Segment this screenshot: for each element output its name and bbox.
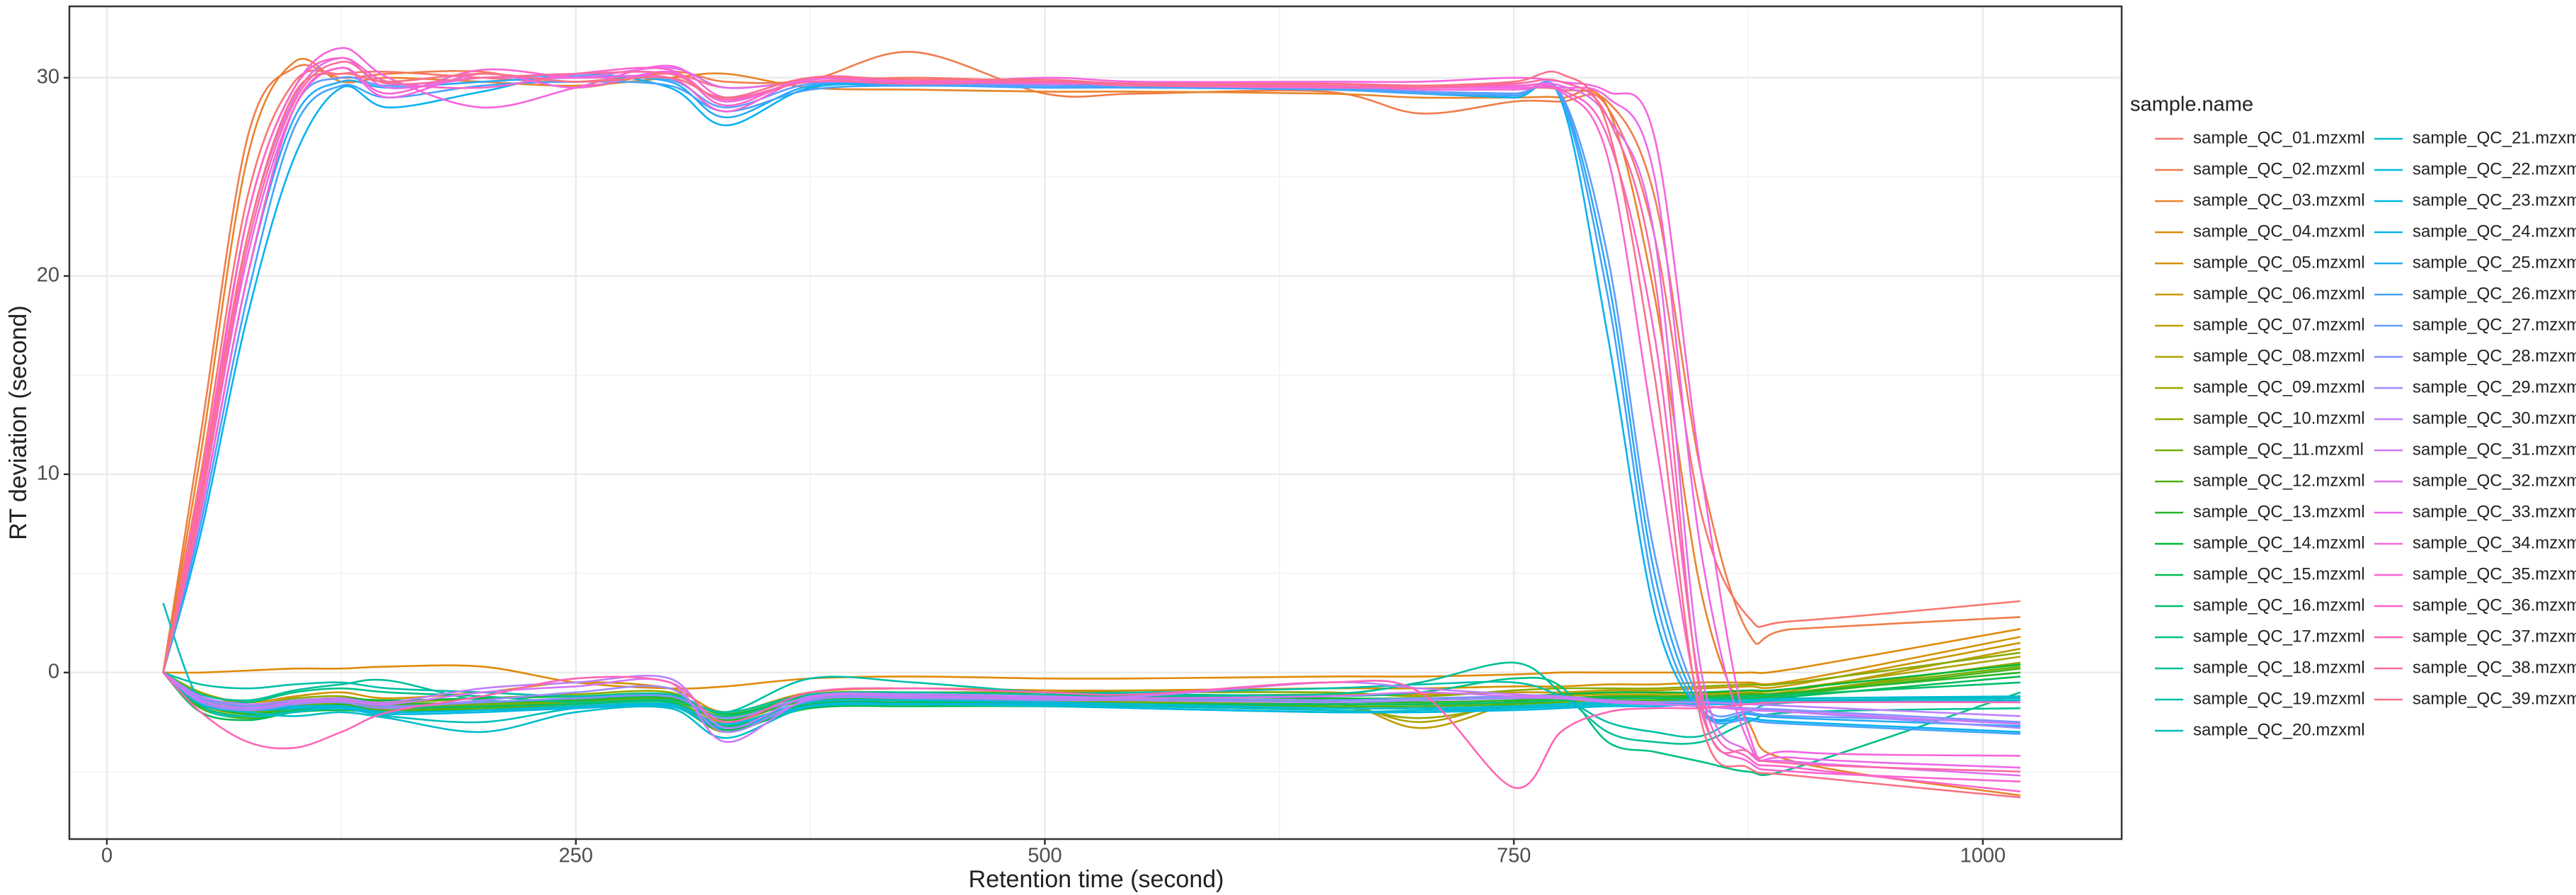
legend-label: sample_QC_13.mzxml	[2193, 502, 2365, 521]
legend-label: sample_QC_20.mzxml	[2193, 720, 2365, 739]
legend-title: sample.name	[2130, 93, 2253, 116]
series-line	[162, 47, 2020, 759]
series-line	[162, 671, 2020, 743]
series-line	[162, 50, 2020, 673]
series-line	[162, 67, 2020, 783]
legend-label: sample_QC_27.mzxml	[2413, 315, 2576, 334]
legend-label: sample_QC_17.mzxml	[2193, 627, 2365, 646]
legend-label: sample_QC_26.mzxml	[2413, 284, 2576, 303]
legend-label: sample_QC_05.mzxml	[2193, 253, 2365, 272]
x-axis-title: Retention time (second)	[969, 866, 1224, 893]
legend-label: sample_QC_22.mzxml	[2413, 159, 2576, 178]
legend-label: sample_QC_19.mzxml	[2193, 689, 2365, 708]
legend-label: sample_QC_11.mzxml	[2193, 440, 2364, 459]
series-line	[162, 636, 2021, 714]
legend-label: sample_QC_09.mzxml	[2193, 377, 2365, 397]
legend-label: sample_QC_21.mzxml	[2413, 128, 2576, 147]
series-line	[162, 671, 2020, 729]
legend-label: sample_QC_38.mzxml	[2413, 658, 2576, 677]
legend-label: sample_QC_15.mzxml	[2193, 564, 2365, 583]
axes: 0 250 500 750 1000 0 10 20 30	[37, 65, 2006, 867]
series-line	[162, 671, 2020, 789]
legend-label: sample_QC_35.mzxml	[2413, 564, 2576, 583]
legend-label: sample_QC_10.mzxml	[2193, 409, 2365, 428]
legend-label: sample_QC_02.mzxml	[2193, 159, 2365, 178]
legend-label: sample_QC_25.mzxml	[2413, 253, 2576, 272]
x-tick-label: 0	[101, 845, 113, 867]
x-tick-label: 500	[1028, 845, 1062, 867]
legend-label: sample_QC_29.mzxml	[2413, 377, 2576, 397]
series-line	[162, 70, 2021, 799]
y-tick-label: 0	[48, 660, 59, 683]
series-line	[162, 80, 2020, 735]
legend-label: sample_QC_04.mzxml	[2193, 222, 2365, 241]
legend-label: sample_QC_39.mzxml	[2413, 689, 2576, 708]
legend: sample.name sample_QC_01.mzxml sample_QC_…	[2130, 93, 2576, 740]
x-tick-label: 1000	[1960, 845, 2006, 867]
legend-label: sample_QC_23.mzxml	[2413, 190, 2576, 210]
y-tick-label: 10	[37, 462, 59, 484]
plot-border	[68, 5, 2123, 840]
legend-label: sample_QC_12.mzxml	[2193, 471, 2365, 490]
legend-label: sample_QC_14.mzxml	[2193, 533, 2365, 552]
legend-label: sample_QC_28.mzxml	[2413, 346, 2576, 365]
y-tick-label: 30	[37, 65, 59, 88]
legend-label: sample_QC_33.mzxml	[2413, 502, 2576, 521]
lines	[162, 47, 2021, 799]
x-tick-label: 750	[1497, 845, 1531, 867]
series-line	[162, 60, 2020, 773]
series-line	[162, 57, 2021, 797]
series-line	[162, 661, 2020, 745]
legend-label: sample_QC_30.mzxml	[2413, 409, 2576, 428]
legend-label: sample_QC_31.mzxml	[2413, 440, 2576, 459]
legend-label: sample_QC_06.mzxml	[2193, 284, 2365, 303]
legend-label: sample_QC_16.mzxml	[2193, 595, 2365, 615]
legend-label: sample_QC_24.mzxml	[2413, 222, 2576, 241]
legend-label: sample_QC_08.mzxml	[2193, 346, 2365, 365]
x-tick-label: 250	[559, 845, 593, 867]
legend-label: sample_QC_07.mzxml	[2193, 315, 2365, 334]
legend-label: sample_QC_32.mzxml	[2413, 471, 2576, 490]
legend-label: sample_QC_18.mzxml	[2193, 658, 2365, 677]
legend-label: sample_QC_03.mzxml	[2193, 190, 2365, 210]
y-axis-title: RT deviation (second)	[5, 305, 32, 540]
legend-label: sample_QC_37.mzxml	[2413, 627, 2576, 646]
legend-label: sample_QC_36.mzxml	[2413, 595, 2576, 615]
y-tick-label: 20	[37, 263, 59, 286]
legend-label: sample_QC_34.mzxml	[2413, 533, 2576, 552]
legend-label: sample_QC_01.mzxml	[2193, 128, 2365, 147]
